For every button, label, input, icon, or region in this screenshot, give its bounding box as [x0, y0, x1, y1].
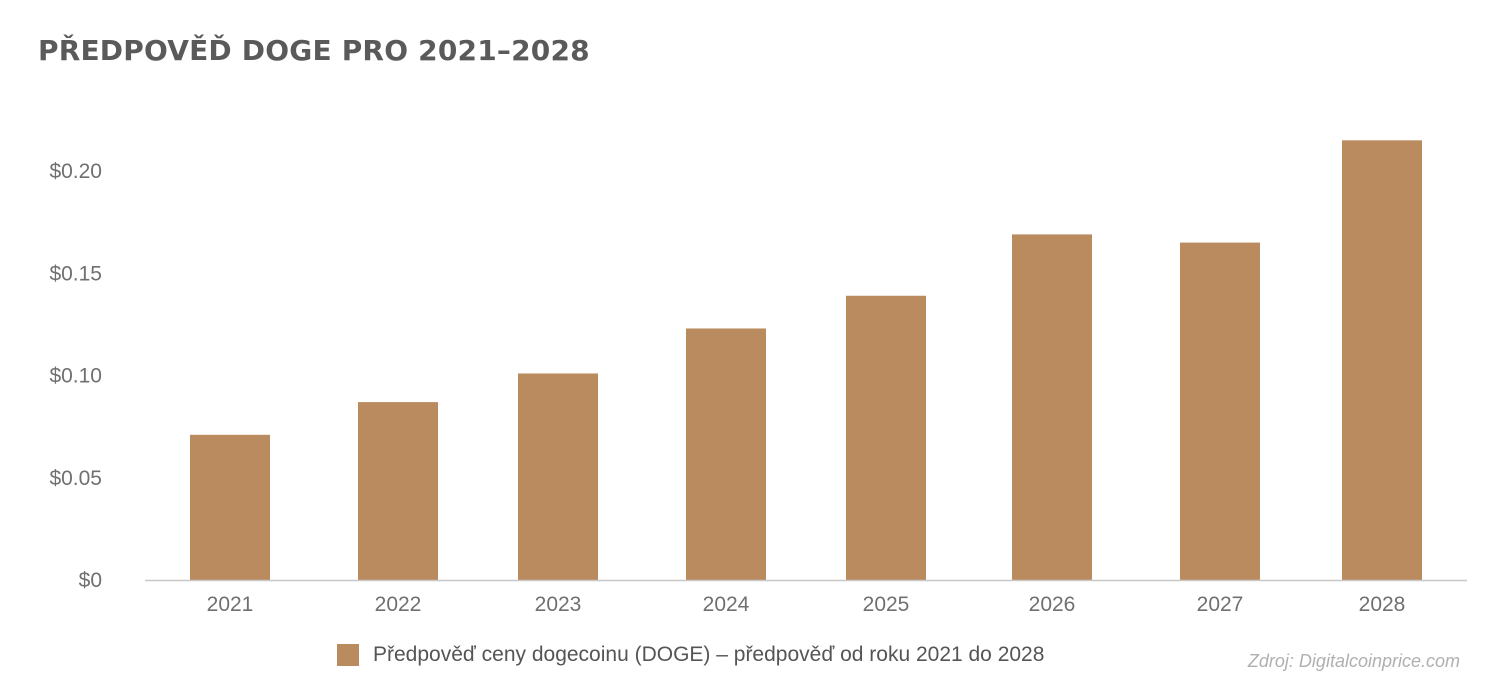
bar-2022 [358, 402, 438, 580]
y-tick-label: $0.10 [49, 365, 102, 388]
x-tick-label: 2021 [207, 593, 254, 616]
bar-2027 [1180, 242, 1260, 580]
bar-2025 [846, 295, 926, 580]
legend-label: Předpověď ceny dogecoinu (DOGE) – předpo… [373, 643, 1045, 666]
x-tick-label: 2025 [863, 593, 910, 616]
x-tick-label: 2028 [1359, 593, 1406, 616]
bar-chart: $0 $0.05 $0.10 $0.15 $0.20 2021 2022 2023 2024 20… [49, 140, 1467, 616]
y-tick-label: $0.05 [49, 467, 102, 490]
legend-swatch [337, 644, 359, 666]
y-tick-label: $0.20 [49, 160, 102, 183]
y-tick-label: $0 [79, 569, 102, 592]
bar-2028 [1342, 140, 1422, 580]
x-tick-label: 2023 [535, 593, 582, 616]
x-tick-label: 2022 [375, 593, 422, 616]
chart-title: PŘEDPOVĚĎ DOGE PRO 2021–2028 [38, 34, 590, 67]
bar-2024 [686, 328, 766, 580]
x-tick-label: 2027 [1197, 593, 1244, 616]
bar-2026 [1012, 234, 1092, 580]
y-tick-label: $0.15 [49, 262, 102, 285]
bar-2023 [518, 373, 598, 580]
source-note: Zdroj: Digitalcoinprice.com [1247, 651, 1460, 671]
legend: Předpověď ceny dogecoinu (DOGE) – předpo… [337, 643, 1044, 667]
x-tick-label: 2024 [703, 593, 750, 616]
x-tick-label: 2026 [1029, 593, 1076, 616]
bar-2021 [190, 434, 270, 580]
